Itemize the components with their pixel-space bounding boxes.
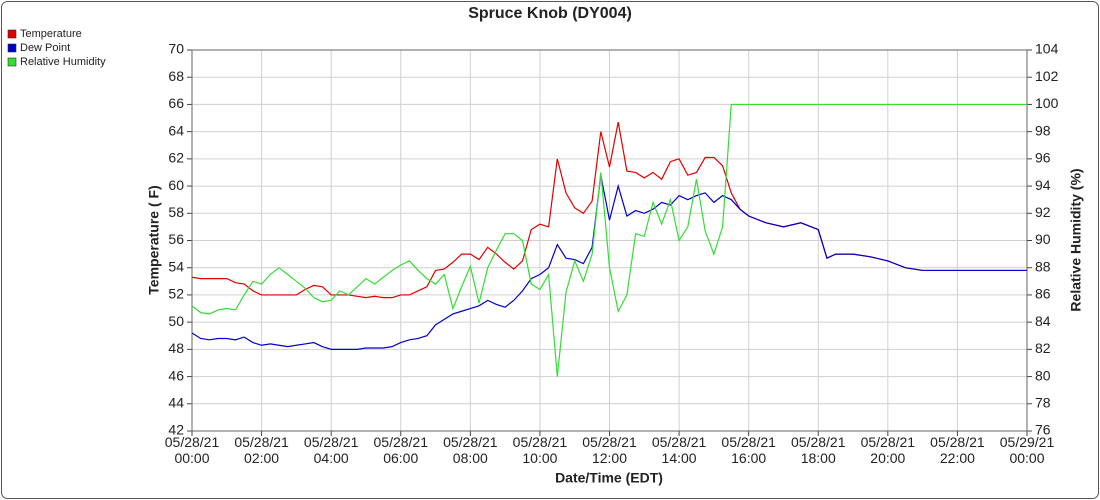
y2-tick-label: 76: [1035, 422, 1051, 438]
y-tick-label: 48: [168, 340, 184, 356]
y-tick-label: 52: [168, 286, 184, 302]
y2-axis-label: Relative Humidity (%): [1068, 168, 1084, 311]
y-tick-label: 66: [168, 95, 184, 111]
x-tick-label: 05/28/21 22:00: [930, 434, 985, 466]
y2-tick-label: 96: [1035, 150, 1051, 166]
x-axis-label: Date/Time (EDT): [555, 470, 663, 486]
plot-frame: [191, 49, 1028, 432]
x-tick-label: 05/28/21 04:00: [303, 434, 359, 466]
y2-tick-label: 82: [1035, 340, 1051, 356]
x-tick-label: 05/28/21 16:00: [721, 434, 776, 466]
y-tick-label: 46: [168, 367, 184, 383]
x-tick-label: 05/28/21 00:00: [164, 434, 220, 466]
y-tick-label: 62: [168, 150, 184, 166]
series-line: [191, 175, 1027, 350]
series-line: [191, 103, 1027, 377]
x-tick-label: 05/29/21 00:00: [999, 434, 1055, 466]
x-tick-label: 05/28/21 14:00: [651, 434, 707, 466]
y-tick-label: 64: [168, 122, 184, 138]
x-tick-label: 05/28/21 02:00: [234, 434, 289, 466]
x-tick-label: 05/28/21 10:00: [512, 434, 568, 466]
legend-swatch: [7, 57, 17, 67]
x-tick-label: 05/28/21 18:00: [791, 434, 846, 466]
y2-tick-label: 92: [1035, 204, 1051, 220]
y-tick-label: 68: [168, 68, 184, 84]
y-tick-label: 60: [168, 177, 184, 193]
y2-tick-label: 100: [1035, 95, 1059, 111]
y2-tick-label: 90: [1035, 231, 1051, 247]
y-tick-label: 54: [168, 258, 184, 274]
x-tick-label: 05/28/21 08:00: [443, 434, 498, 466]
legend-label: Relative Humidity: [20, 56, 106, 68]
x-tick-label: 05/28/21 12:00: [582, 434, 637, 466]
y-tick-label: 50: [168, 313, 184, 329]
legend-label: Dew Point: [20, 42, 70, 54]
y-tick-label: 56: [168, 231, 184, 247]
y2-tick-label: 84: [1035, 313, 1051, 329]
legend-swatch: [7, 43, 17, 53]
y-tick-label: 58: [168, 204, 184, 220]
y2-tick-label: 94: [1035, 177, 1051, 193]
y-tick-label: 44: [168, 394, 184, 410]
y2-tick-label: 78: [1035, 394, 1051, 410]
y2-tick-label: 104: [1035, 41, 1059, 57]
y2-tick-label: 80: [1035, 367, 1051, 383]
y2-tick-label: 98: [1035, 122, 1051, 138]
y2-tick-label: 86: [1035, 286, 1051, 302]
legend-swatch: [7, 29, 17, 39]
x-tick-label: 05/28/21 06:00: [373, 434, 429, 466]
y2-tick-label: 102: [1035, 68, 1059, 84]
y-axis-label: Temperature ( F): [146, 185, 162, 294]
y2-tick-label: 88: [1035, 258, 1051, 274]
legend-label: Temperature: [20, 28, 82, 40]
chart-title: Spruce Knob (DY004): [468, 5, 632, 22]
x-tick-label: 05/28/21 20:00: [860, 434, 916, 466]
y-tick-label: 70: [168, 41, 184, 57]
y-tick-label: 42: [168, 422, 184, 438]
